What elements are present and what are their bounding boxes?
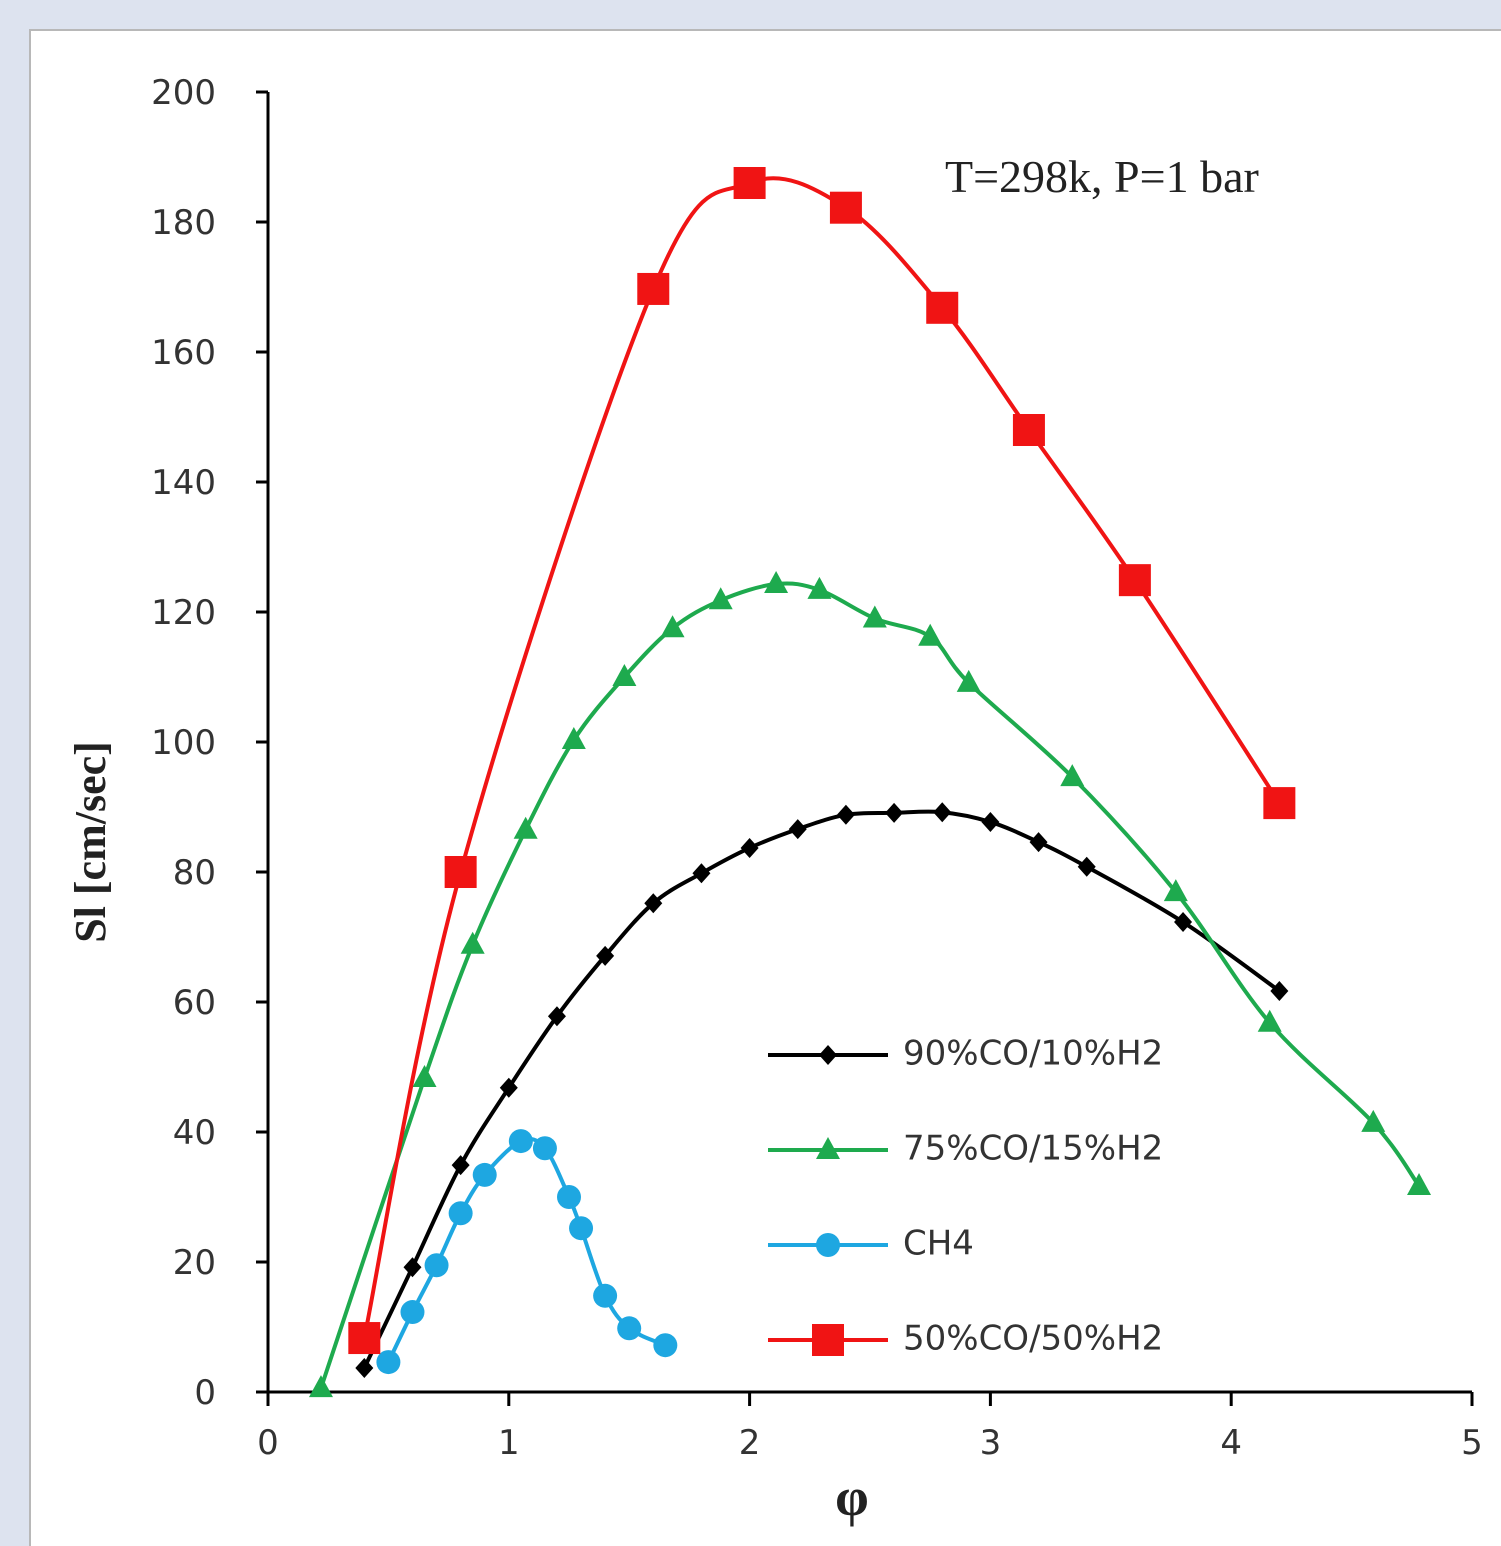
marker bbox=[532, 1136, 557, 1161]
y-tick-label: 100 bbox=[151, 723, 216, 763]
marker bbox=[412, 1065, 437, 1088]
marker bbox=[612, 664, 637, 686]
marker bbox=[557, 1185, 581, 1209]
marker bbox=[708, 587, 733, 610]
marker bbox=[862, 605, 887, 628]
marker bbox=[376, 1350, 401, 1375]
marker bbox=[644, 893, 663, 914]
marker bbox=[733, 167, 766, 199]
marker bbox=[637, 272, 670, 305]
y-tick-label: 200 bbox=[151, 73, 216, 113]
legend-label: 90%CO/10%H2 bbox=[903, 1034, 1163, 1074]
x-tick-label: 0 bbox=[257, 1423, 279, 1463]
marker bbox=[561, 727, 586, 750]
marker bbox=[508, 1129, 533, 1154]
marker bbox=[596, 945, 615, 966]
marker bbox=[569, 1216, 594, 1241]
marker bbox=[1118, 564, 1151, 597]
legend-marker bbox=[816, 1137, 840, 1159]
marker bbox=[1407, 1172, 1432, 1195]
y-tick-label: 120 bbox=[151, 593, 216, 633]
marker bbox=[1163, 879, 1188, 902]
marker bbox=[308, 1375, 333, 1398]
x-tick-label: 5 bbox=[1461, 1423, 1483, 1463]
y-tick-label: 60 bbox=[173, 983, 216, 1023]
marker bbox=[444, 856, 477, 888]
marker bbox=[424, 1253, 449, 1278]
marker bbox=[788, 819, 807, 840]
marker bbox=[692, 863, 711, 884]
marker bbox=[1270, 980, 1289, 1001]
marker bbox=[1174, 912, 1193, 933]
marker bbox=[400, 1300, 425, 1325]
marker bbox=[956, 669, 981, 692]
marker bbox=[355, 1357, 374, 1378]
x-tick-label: 3 bbox=[980, 1423, 1002, 1463]
marker bbox=[403, 1257, 422, 1278]
marker bbox=[1077, 856, 1096, 877]
legend-marker bbox=[819, 1045, 837, 1065]
marker bbox=[885, 802, 904, 823]
marker bbox=[933, 802, 952, 823]
marker bbox=[593, 1283, 618, 1308]
legend-label: 75%CO/15%H2 bbox=[903, 1129, 1163, 1169]
marker bbox=[472, 1162, 497, 1187]
marker bbox=[1012, 414, 1045, 446]
marker bbox=[1060, 764, 1085, 787]
y-axis-label: Sl [cm/sec] bbox=[66, 741, 115, 943]
marker bbox=[1263, 787, 1296, 820]
marker bbox=[617, 1316, 642, 1341]
legend-marker bbox=[816, 1233, 840, 1257]
marker bbox=[1029, 832, 1048, 853]
marker bbox=[740, 837, 759, 858]
marker bbox=[807, 576, 832, 599]
y-tick-label: 180 bbox=[151, 203, 216, 243]
x-axis-label: φ bbox=[835, 1467, 869, 1527]
y-tick-label: 160 bbox=[151, 333, 216, 373]
legend-label: CH4 bbox=[903, 1224, 974, 1264]
marker bbox=[348, 1322, 381, 1355]
marker bbox=[460, 931, 485, 954]
marker bbox=[829, 191, 862, 224]
marker bbox=[547, 1006, 566, 1027]
y-tick-label: 20 bbox=[173, 1243, 216, 1283]
marker bbox=[448, 1201, 473, 1226]
marker bbox=[1361, 1109, 1386, 1132]
marker bbox=[981, 811, 1000, 832]
y-tick-label: 0 bbox=[194, 1373, 216, 1413]
x-tick-label: 1 bbox=[498, 1423, 520, 1463]
marker bbox=[764, 571, 789, 594]
x-tick-label: 4 bbox=[1220, 1423, 1242, 1463]
marker bbox=[926, 291, 959, 324]
annotation: T=298k, P=1 bar bbox=[945, 151, 1259, 202]
chart-panel bbox=[29, 29, 1501, 1546]
marker bbox=[499, 1077, 518, 1098]
y-tick-label: 80 bbox=[173, 853, 216, 893]
marker bbox=[451, 1155, 470, 1176]
marker bbox=[918, 623, 943, 646]
y-tick-label: 140 bbox=[151, 463, 216, 503]
marker bbox=[653, 1333, 678, 1358]
y-tick-label: 40 bbox=[173, 1113, 216, 1153]
legend-label: 50%CO/50%H2 bbox=[903, 1319, 1163, 1359]
marker bbox=[513, 816, 538, 839]
legend-marker bbox=[812, 1324, 844, 1356]
marker bbox=[1257, 1009, 1282, 1032]
marker bbox=[660, 615, 685, 638]
x-tick-label: 2 bbox=[739, 1423, 761, 1463]
marker bbox=[836, 804, 855, 825]
